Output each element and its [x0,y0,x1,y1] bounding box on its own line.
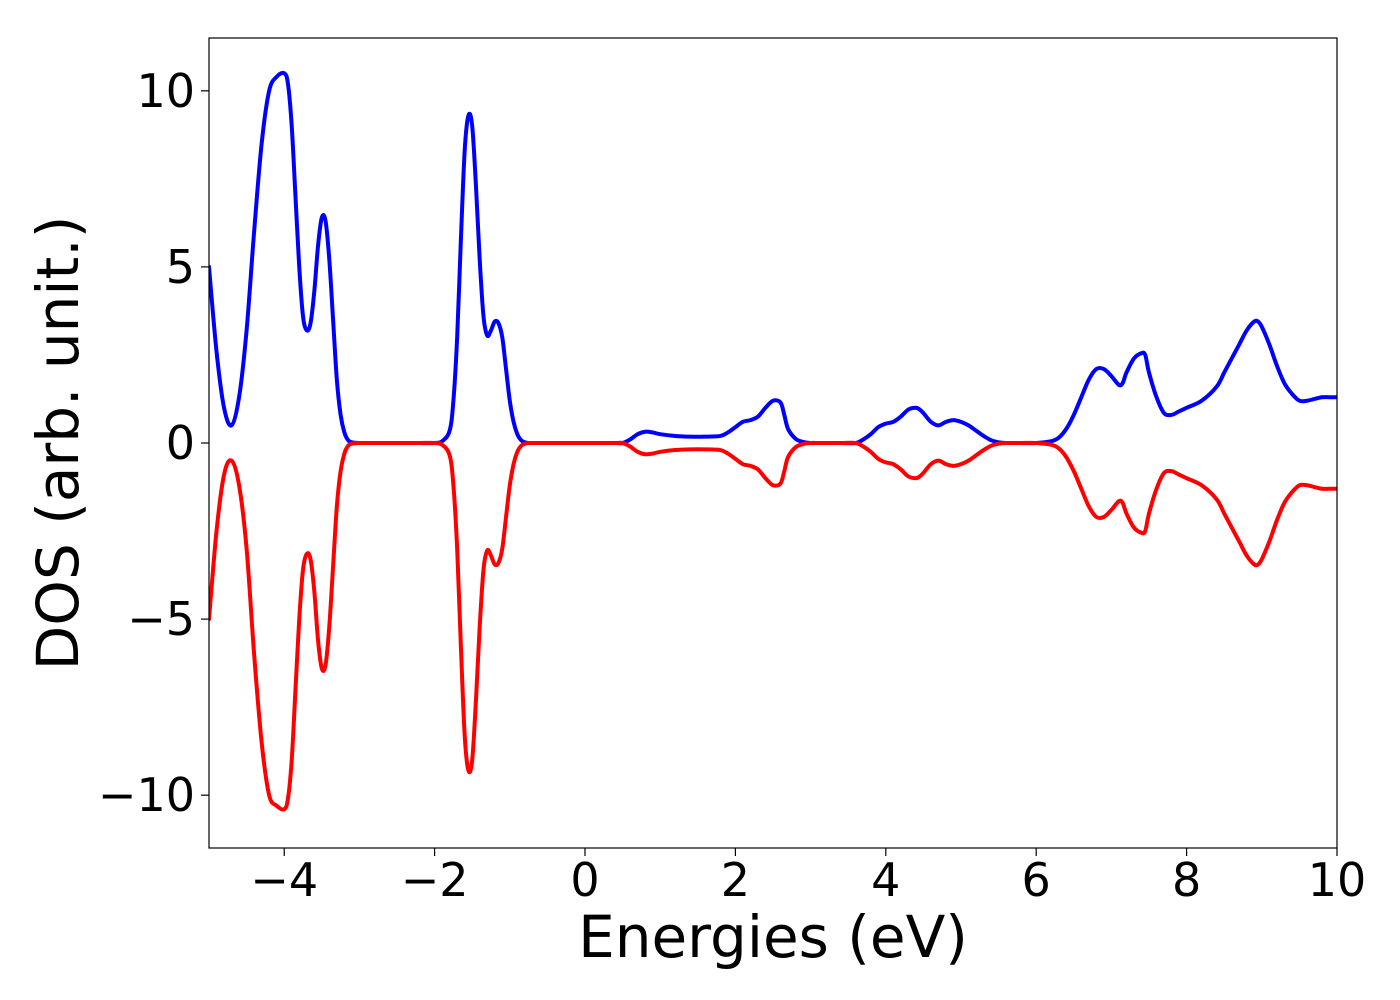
y-tick-label: 5 [166,240,195,294]
x-tick-label: 6 [1022,853,1051,907]
x-tick-label: −2 [401,853,469,907]
y-tick-label: −5 [127,592,195,646]
x-tick-label: 10 [1308,853,1367,907]
x-tick-label: 2 [721,853,750,907]
y-axis: −10 −5 0 5 10 [98,64,209,822]
x-axis: −4 −2 0 2 4 6 8 10 [250,848,1366,907]
x-tick-label: 0 [570,853,599,907]
series-line-blue [209,70,1337,446]
y-axis-label: DOS (arb. unit.) [24,216,92,671]
x-tick-label: −4 [250,853,318,907]
x-axis-label: Energies (eV) [578,903,968,971]
series-layer [209,70,1337,812]
x-tick-label: 8 [1172,853,1201,907]
y-tick-label: 0 [166,416,195,470]
series-line-red [209,440,1337,812]
y-tick-label: −10 [98,768,195,822]
x-tick-label: 4 [871,853,900,907]
y-tick-label: 10 [136,64,195,118]
